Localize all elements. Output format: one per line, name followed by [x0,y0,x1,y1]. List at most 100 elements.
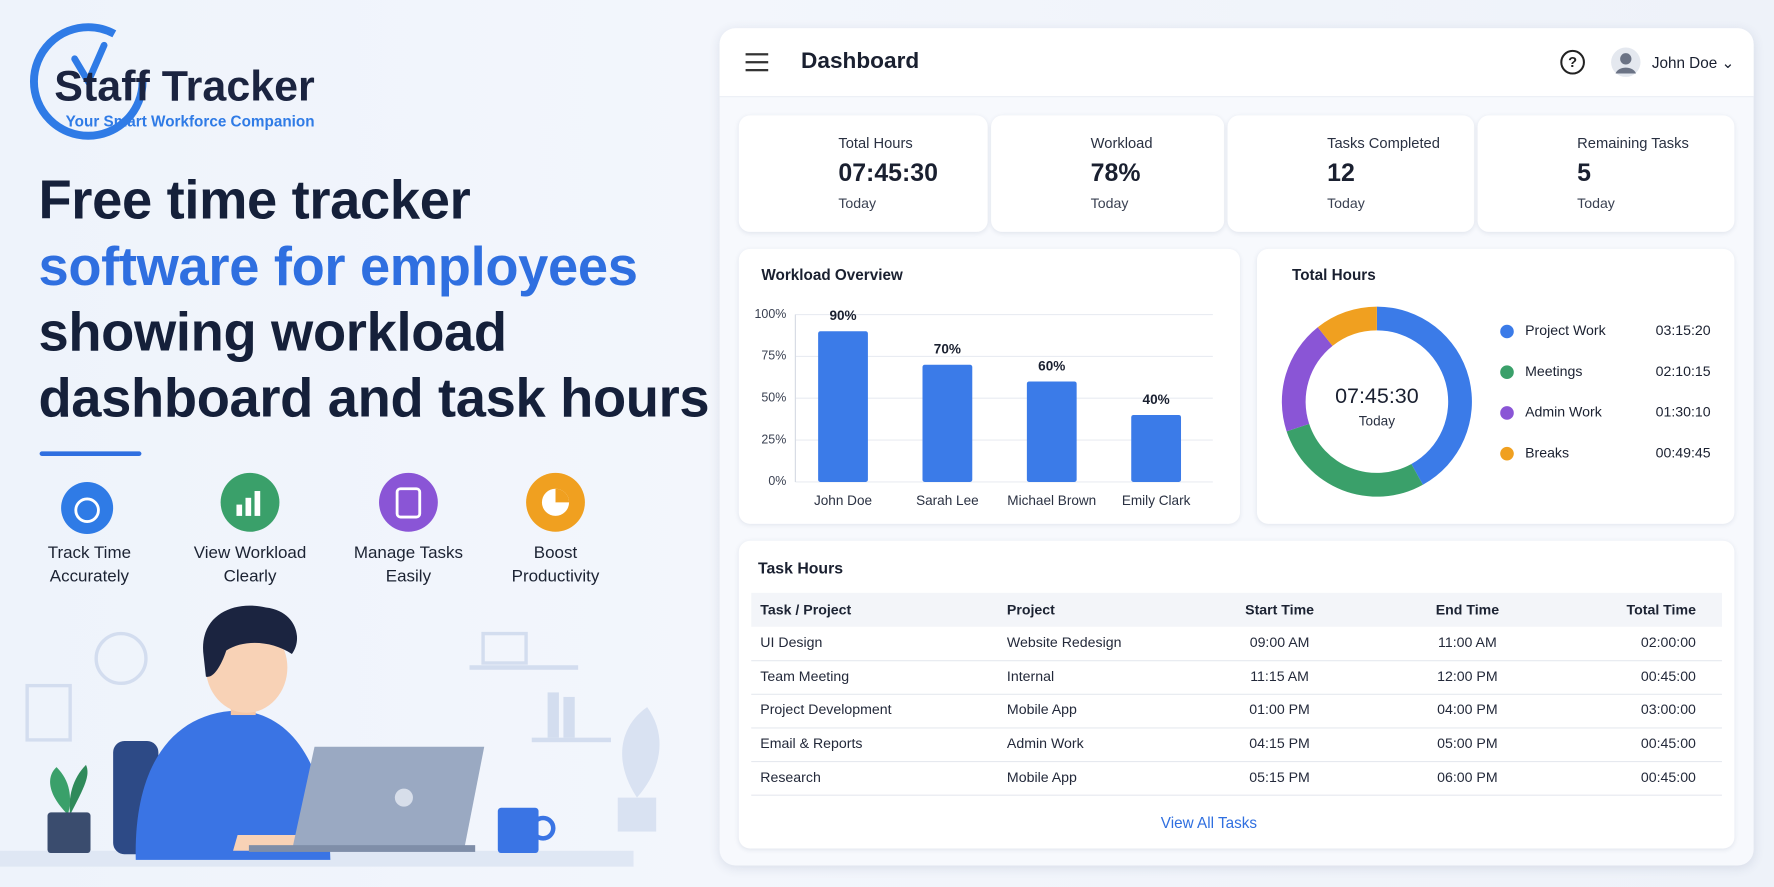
y-tick-label: 75% [761,349,786,363]
table-cell: Project Development [760,701,892,718]
logo-tagline: Your Smart Workforce Companion [65,113,315,131]
stat-label: Remaining Tasks [1577,134,1689,152]
y-tick-label: 25% [761,432,786,446]
stat-card [991,115,1225,232]
column-header: Task / Project [760,601,852,618]
help-button[interactable]: ? [1559,49,1586,76]
donut-segment [1281,327,1333,432]
chart-title: Workload Overview [761,267,903,284]
data-label: 60% [1038,358,1065,373]
feature-label: Boost Productivity [511,543,600,587]
feature-label: Track Time Accurately [47,543,132,587]
headline: Free time tracker [38,170,471,231]
stat-card [1477,115,1735,232]
underline [39,451,142,456]
x-tick-label: Emily Clark [1122,493,1191,508]
table-cell: 12:00 PM [1437,668,1498,685]
column-header: Project [1006,601,1055,618]
table-cell: 02:00:00 [1640,634,1696,651]
stat-label: Total Hours [838,134,913,152]
donut-segment [1317,306,1377,346]
legend-value: 02:10:15 [1656,363,1711,379]
logo-name: Staff Tracker [54,63,315,111]
legend-label: Breaks [1525,444,1569,460]
headline: software for employees [38,237,638,298]
bar [818,331,868,482]
legend-dot [1500,365,1514,380]
feature-icon [61,481,114,535]
legend-label: Admin Work [1525,404,1603,420]
column-header: Start Time [1245,601,1315,618]
x-tick-label: Michael Brown [1007,493,1096,508]
headline: dashboard and task hours [38,368,710,429]
x-tick-label: John Doe [814,493,872,508]
table-cell: 00:45:00 [1640,769,1696,785]
donut-segment [1376,306,1472,485]
stat-value: 5 [1577,158,1592,187]
page-title: Dashboard [801,48,920,74]
table-cell: 04:00 PM [1437,701,1498,718]
table-cell: Team Meeting [760,668,850,685]
headline: showing workload [38,303,507,364]
feature-label: View Workload Clearly [193,543,307,587]
avatar[interactable] [1610,46,1642,78]
y-tick-label: 50% [761,391,786,405]
table-title: Task Hours [758,560,843,577]
bar [1026,381,1077,482]
topbar [719,28,1754,98]
user-menu[interactable]: John Doe ⌄ [1651,54,1735,72]
bar [1131,414,1182,482]
logo-mark [71,41,108,89]
user-name: John Doe [1651,54,1718,72]
table-cell: Email & Reports [760,735,863,752]
table-header [751,592,1722,627]
legend-label: Meetings [1525,363,1582,379]
donut-center-value: 07:45:30 [1335,384,1419,408]
chart-title: Total Hours [1292,267,1376,284]
table-cell: 11:00 AM [1438,634,1497,651]
legend-dot [1500,406,1514,420]
table-cell: UI Design [760,634,823,651]
donut-center-label: Today [1359,414,1395,429]
stat-card [1227,115,1475,232]
table-cell: 09:00 AM [1249,634,1310,651]
view-all-link[interactable]: View All Tasks [1160,814,1258,832]
menu-button[interactable] [742,50,771,75]
stat-label: Tasks Completed [1327,134,1440,152]
table-cell: Internal [1006,668,1055,685]
donut-segment [1286,423,1423,497]
table-cell: 00:45:00 [1640,668,1696,685]
legend-dot [1500,446,1514,461]
table-cell: Admin Work [1006,735,1084,752]
legend-value: 03:15:20 [1656,322,1711,338]
table-cell: 01:00 PM [1249,701,1310,718]
legend-label: Project Work [1525,322,1607,338]
stat-label: Workload [1090,134,1153,152]
legend-value: 01:30:10 [1656,404,1711,420]
feature-label: Manage Tasks Easily [353,543,463,587]
table-cell: 04:15 PM [1249,735,1310,752]
table-cell: 05:00 PM [1437,735,1498,752]
column-header: Total Time [1626,601,1696,618]
stat-period: Today [1327,195,1365,212]
stat-value: 07:45:30 [838,158,939,187]
legend-value: 00:49:45 [1656,444,1711,460]
feature-icon [379,472,438,532]
x-tick-label: Sarah Lee [916,493,979,508]
stat-period: Today [1577,195,1615,212]
table-cell: 11:15 AM [1250,668,1309,685]
logo-ring [29,23,147,140]
table-cell: 00:45:00 [1640,735,1696,752]
legend-dot [1500,324,1514,339]
bar [922,364,973,482]
column-header: End Time [1435,601,1500,618]
stat-value: 12 [1327,158,1355,187]
data-label: 70% [934,342,961,357]
stat-value: 78% [1090,158,1141,187]
table-cell: Mobile App [1006,701,1077,718]
data-label: 90% [829,308,856,323]
table-cell: 06:00 PM [1437,769,1498,785]
stat-card [738,115,988,232]
